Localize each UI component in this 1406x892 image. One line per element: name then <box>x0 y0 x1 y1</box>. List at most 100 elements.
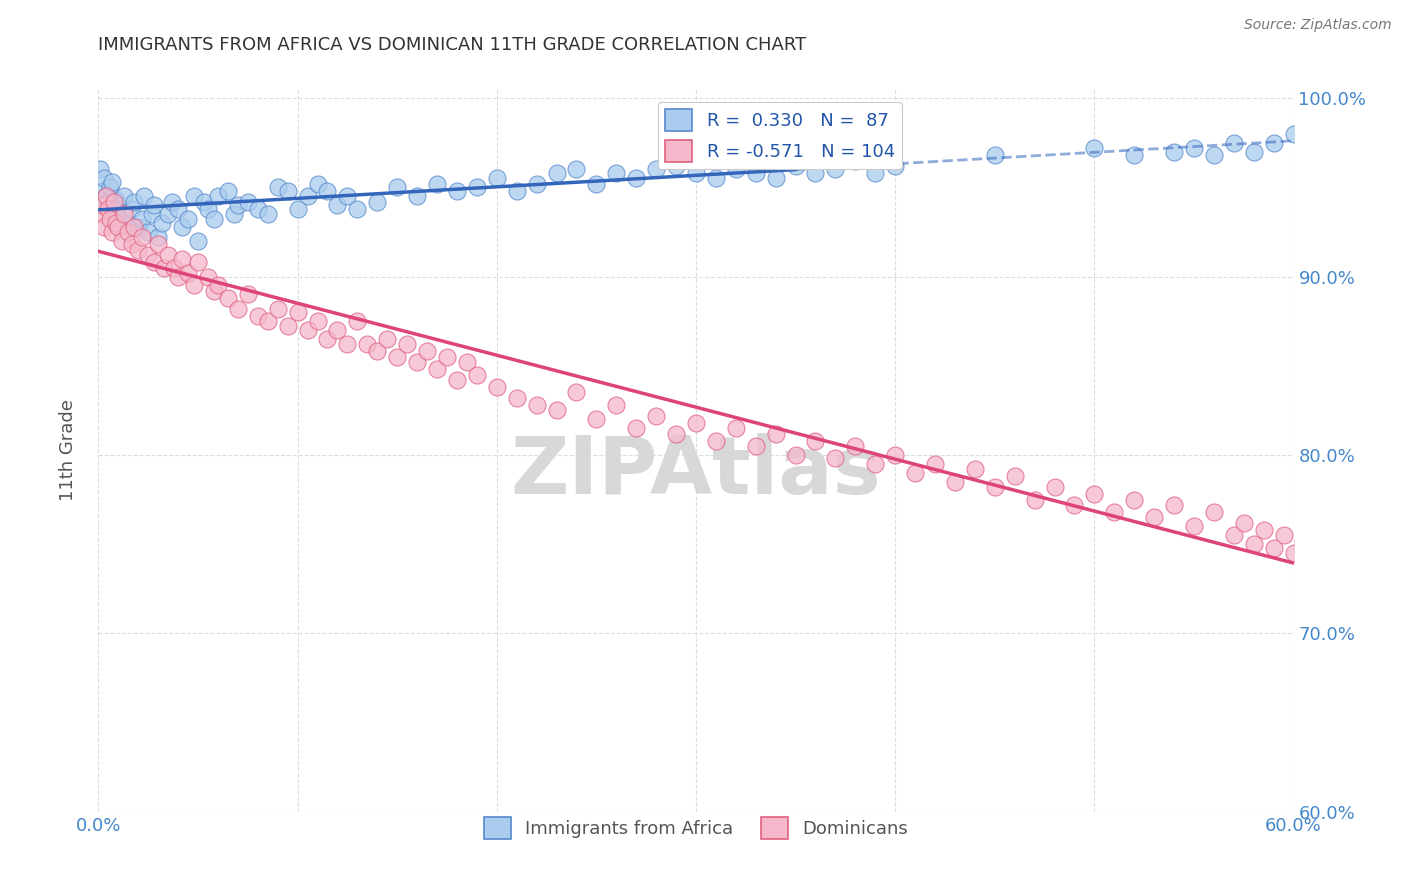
Point <box>107 198 129 212</box>
Point <box>112 207 135 221</box>
Point <box>963 462 986 476</box>
Point <box>236 194 259 209</box>
Point <box>256 207 278 221</box>
Point <box>267 180 290 194</box>
Point <box>111 207 134 221</box>
Point <box>1024 492 1046 507</box>
Point <box>1182 141 1205 155</box>
Point <box>685 166 707 180</box>
Point <box>202 212 225 227</box>
Point <box>385 350 409 364</box>
Point <box>1253 523 1275 537</box>
Point <box>824 162 846 177</box>
Point <box>416 344 439 359</box>
Point <box>446 184 468 198</box>
Point <box>172 219 194 234</box>
Point <box>824 451 846 466</box>
Point <box>167 202 190 216</box>
Point <box>506 391 529 405</box>
Point <box>187 234 209 248</box>
Point <box>1282 127 1305 141</box>
Point <box>134 189 156 203</box>
Point <box>356 337 378 351</box>
Point <box>98 180 122 194</box>
Point <box>93 171 115 186</box>
Point <box>277 319 299 334</box>
Point <box>89 207 111 221</box>
Point <box>984 148 1007 162</box>
Point <box>765 426 787 441</box>
Point <box>1298 555 1320 569</box>
Point <box>202 284 225 298</box>
Point <box>1223 136 1246 150</box>
Point <box>148 237 170 252</box>
Point <box>804 434 827 448</box>
Point <box>1272 528 1295 542</box>
Point <box>1263 541 1285 555</box>
Point <box>924 457 946 471</box>
Point <box>131 230 153 244</box>
Point <box>193 194 215 209</box>
Point <box>605 166 627 180</box>
Point <box>565 385 588 400</box>
Point <box>277 184 299 198</box>
Text: ZIPAtlas: ZIPAtlas <box>510 434 882 511</box>
Point <box>465 180 488 194</box>
Point <box>426 362 449 376</box>
Legend: Immigrants from Africa, Dominicans: Immigrants from Africa, Dominicans <box>477 810 915 846</box>
Point <box>665 426 688 441</box>
Point <box>785 448 807 462</box>
Point <box>506 184 529 198</box>
Point <box>112 189 135 203</box>
Point <box>1104 505 1126 519</box>
Point <box>1083 141 1105 155</box>
Point <box>446 373 468 387</box>
Point <box>177 212 200 227</box>
Point <box>1163 498 1185 512</box>
Point <box>745 166 768 180</box>
Point <box>546 403 568 417</box>
Point <box>143 198 166 212</box>
Point <box>904 466 927 480</box>
Point <box>117 216 139 230</box>
Point <box>226 301 249 316</box>
Point <box>287 202 309 216</box>
Point <box>336 189 359 203</box>
Text: Source: ZipAtlas.com: Source: ZipAtlas.com <box>1244 18 1392 32</box>
Point <box>153 260 176 275</box>
Point <box>1182 519 1205 533</box>
Point <box>111 234 134 248</box>
Point <box>93 219 115 234</box>
Point <box>1123 148 1146 162</box>
Point <box>765 171 787 186</box>
Point <box>844 439 866 453</box>
Point <box>217 291 239 305</box>
Point <box>1004 469 1026 483</box>
Point <box>121 202 143 216</box>
Point <box>724 421 747 435</box>
Point <box>226 198 249 212</box>
Point <box>150 216 173 230</box>
Point <box>1083 487 1105 501</box>
Point <box>1282 546 1305 560</box>
Point <box>103 202 125 216</box>
Point <box>1233 516 1256 530</box>
Point <box>485 380 508 394</box>
Point <box>665 159 688 173</box>
Point <box>565 162 588 177</box>
Point <box>804 166 827 180</box>
Point <box>157 248 180 262</box>
Point <box>98 212 122 227</box>
Point <box>316 184 339 198</box>
Point <box>217 184 239 198</box>
Point <box>103 194 125 209</box>
Point <box>704 171 727 186</box>
Point <box>136 225 159 239</box>
Point <box>124 194 146 209</box>
Point <box>1063 498 1085 512</box>
Point <box>406 189 429 203</box>
Point <box>246 202 269 216</box>
Point <box>1223 528 1246 542</box>
Point <box>526 177 548 191</box>
Point <box>396 337 419 351</box>
